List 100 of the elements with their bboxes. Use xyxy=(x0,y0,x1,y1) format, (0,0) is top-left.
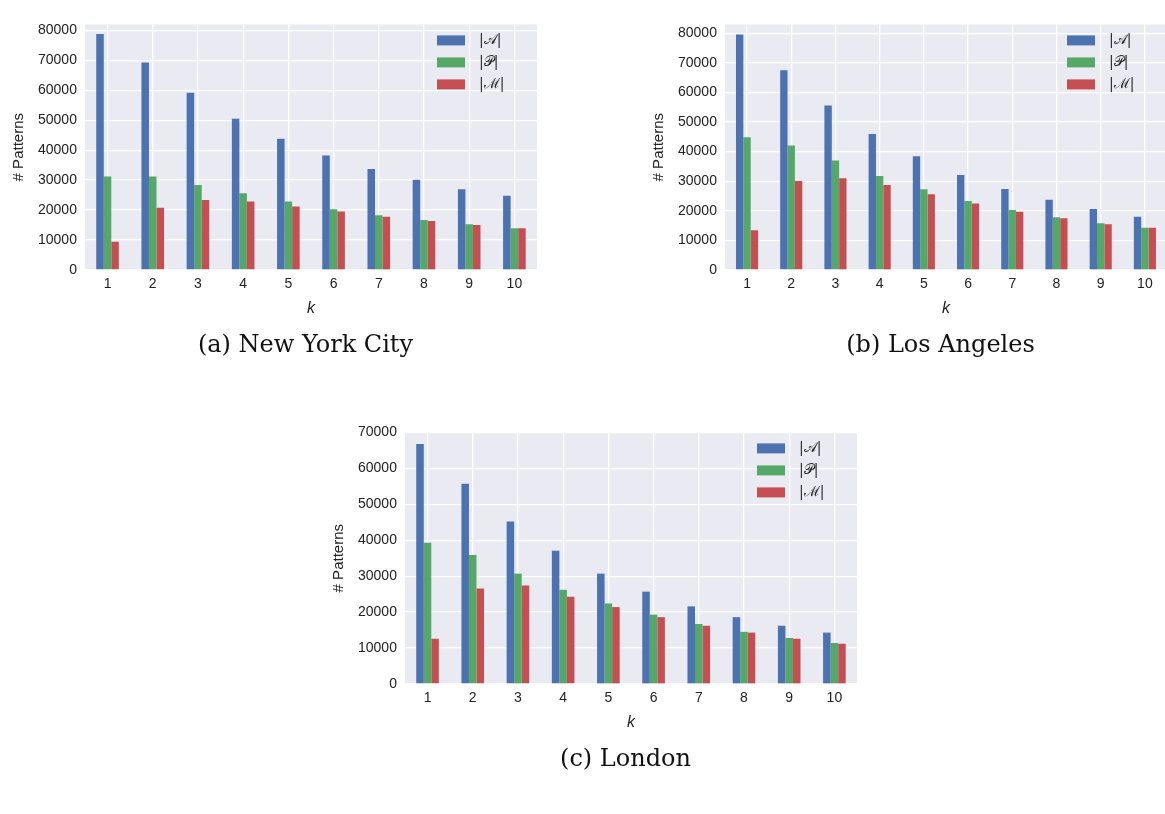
x-tick-label: 5 xyxy=(284,275,293,292)
y-tick-label: 40000 xyxy=(357,531,398,548)
bar xyxy=(649,614,658,684)
x-tick-label: 2 xyxy=(148,275,157,292)
x-tick-label: 7 xyxy=(374,275,383,292)
bar xyxy=(823,632,831,684)
bar xyxy=(604,603,613,684)
x-tick-label: 1 xyxy=(743,275,752,292)
x-tick-label: 8 xyxy=(740,689,749,706)
legend-label: |𝒫| xyxy=(1109,53,1129,71)
bar xyxy=(927,194,935,270)
bar xyxy=(957,175,965,270)
bar xyxy=(103,176,112,270)
bar xyxy=(239,193,247,270)
bar xyxy=(566,596,575,684)
bar xyxy=(420,219,428,270)
bar xyxy=(1001,188,1009,270)
bar xyxy=(657,617,665,684)
bar xyxy=(1008,209,1016,270)
x-tick-label: 9 xyxy=(1096,275,1105,292)
y-axis-title: # Patterns xyxy=(329,524,347,593)
bar xyxy=(246,201,255,270)
bar xyxy=(1015,211,1024,270)
y-tick-label: 0 xyxy=(389,674,398,691)
bar xyxy=(468,554,477,684)
y-tick-label: 60000 xyxy=(37,81,78,98)
y-tick-label: 70000 xyxy=(677,53,718,70)
bar xyxy=(412,179,421,270)
bar xyxy=(476,588,485,684)
bar xyxy=(883,185,891,270)
bar xyxy=(964,201,972,270)
x-tick-label: 6 xyxy=(964,275,973,292)
bar xyxy=(141,62,149,270)
x-tick-label: 3 xyxy=(194,275,203,292)
x-tick-label: 10 xyxy=(1137,275,1153,292)
bar xyxy=(1141,227,1149,270)
y-tick-label: 0 xyxy=(69,260,78,277)
bar xyxy=(503,195,511,270)
x-tick-label: 2 xyxy=(787,275,796,292)
bar xyxy=(382,216,391,270)
bar xyxy=(750,230,759,270)
bar xyxy=(375,215,383,270)
bar xyxy=(971,203,980,270)
bar xyxy=(785,637,793,684)
x-tick-label: 8 xyxy=(1052,275,1061,292)
y-tick-label: 30000 xyxy=(37,171,78,188)
bar xyxy=(642,591,650,684)
bar xyxy=(521,585,530,684)
text: (b) Los Angeles xyxy=(845,330,1036,358)
bar xyxy=(875,175,884,270)
y-tick-label: 50000 xyxy=(357,495,398,512)
bar xyxy=(838,643,846,684)
legend-label: |ℳ| xyxy=(1109,75,1135,93)
y-tick-label: 30000 xyxy=(677,172,718,189)
y-tick-label: 20000 xyxy=(357,602,398,619)
y-tick-label: 60000 xyxy=(357,459,398,476)
y-tick-label: 80000 xyxy=(37,21,78,38)
text: (c) London xyxy=(559,744,692,772)
bar xyxy=(461,483,469,684)
x-tick-label: 3 xyxy=(514,689,523,706)
bar xyxy=(156,207,165,270)
x-tick-label: 10 xyxy=(826,689,843,706)
x-tick-label: 4 xyxy=(559,689,568,706)
bar xyxy=(551,550,560,684)
y-tick-label: 40000 xyxy=(677,142,718,159)
y-tick-label: 10000 xyxy=(357,638,398,655)
legend-label: |𝒫| xyxy=(799,461,819,479)
bar xyxy=(322,155,330,270)
bar xyxy=(457,189,466,270)
bar xyxy=(510,228,519,270)
bar xyxy=(687,606,696,684)
bar xyxy=(780,70,788,270)
y-tick-label: 30000 xyxy=(357,567,398,584)
y-tick-label: 0 xyxy=(709,260,718,277)
bar xyxy=(427,220,436,270)
bar xyxy=(831,160,840,270)
x-axis-title: k xyxy=(626,712,636,730)
bar xyxy=(423,542,432,684)
bar xyxy=(747,632,756,684)
y-axis-title: # Patterns xyxy=(9,113,27,182)
x-axis-title: k xyxy=(941,298,951,316)
bar xyxy=(1133,216,1142,270)
x-tick-label: 6 xyxy=(329,275,338,292)
text: (a) New York City xyxy=(196,330,415,358)
bar xyxy=(824,105,832,270)
bar xyxy=(1045,199,1053,270)
bar xyxy=(201,199,210,270)
bar xyxy=(559,589,567,684)
bar xyxy=(518,228,526,270)
x-tick-label: 2 xyxy=(468,689,477,706)
bar xyxy=(431,638,439,684)
legend-label: |ℳ| xyxy=(479,75,505,93)
x-tick-label: 7 xyxy=(694,689,703,706)
y-tick-label: 20000 xyxy=(37,200,78,217)
x-tick-label: 4 xyxy=(875,275,884,292)
bar xyxy=(868,133,876,270)
bar xyxy=(111,241,119,270)
bar xyxy=(702,625,711,684)
bar xyxy=(777,625,786,684)
legend-label: |𝒜| xyxy=(799,439,822,457)
